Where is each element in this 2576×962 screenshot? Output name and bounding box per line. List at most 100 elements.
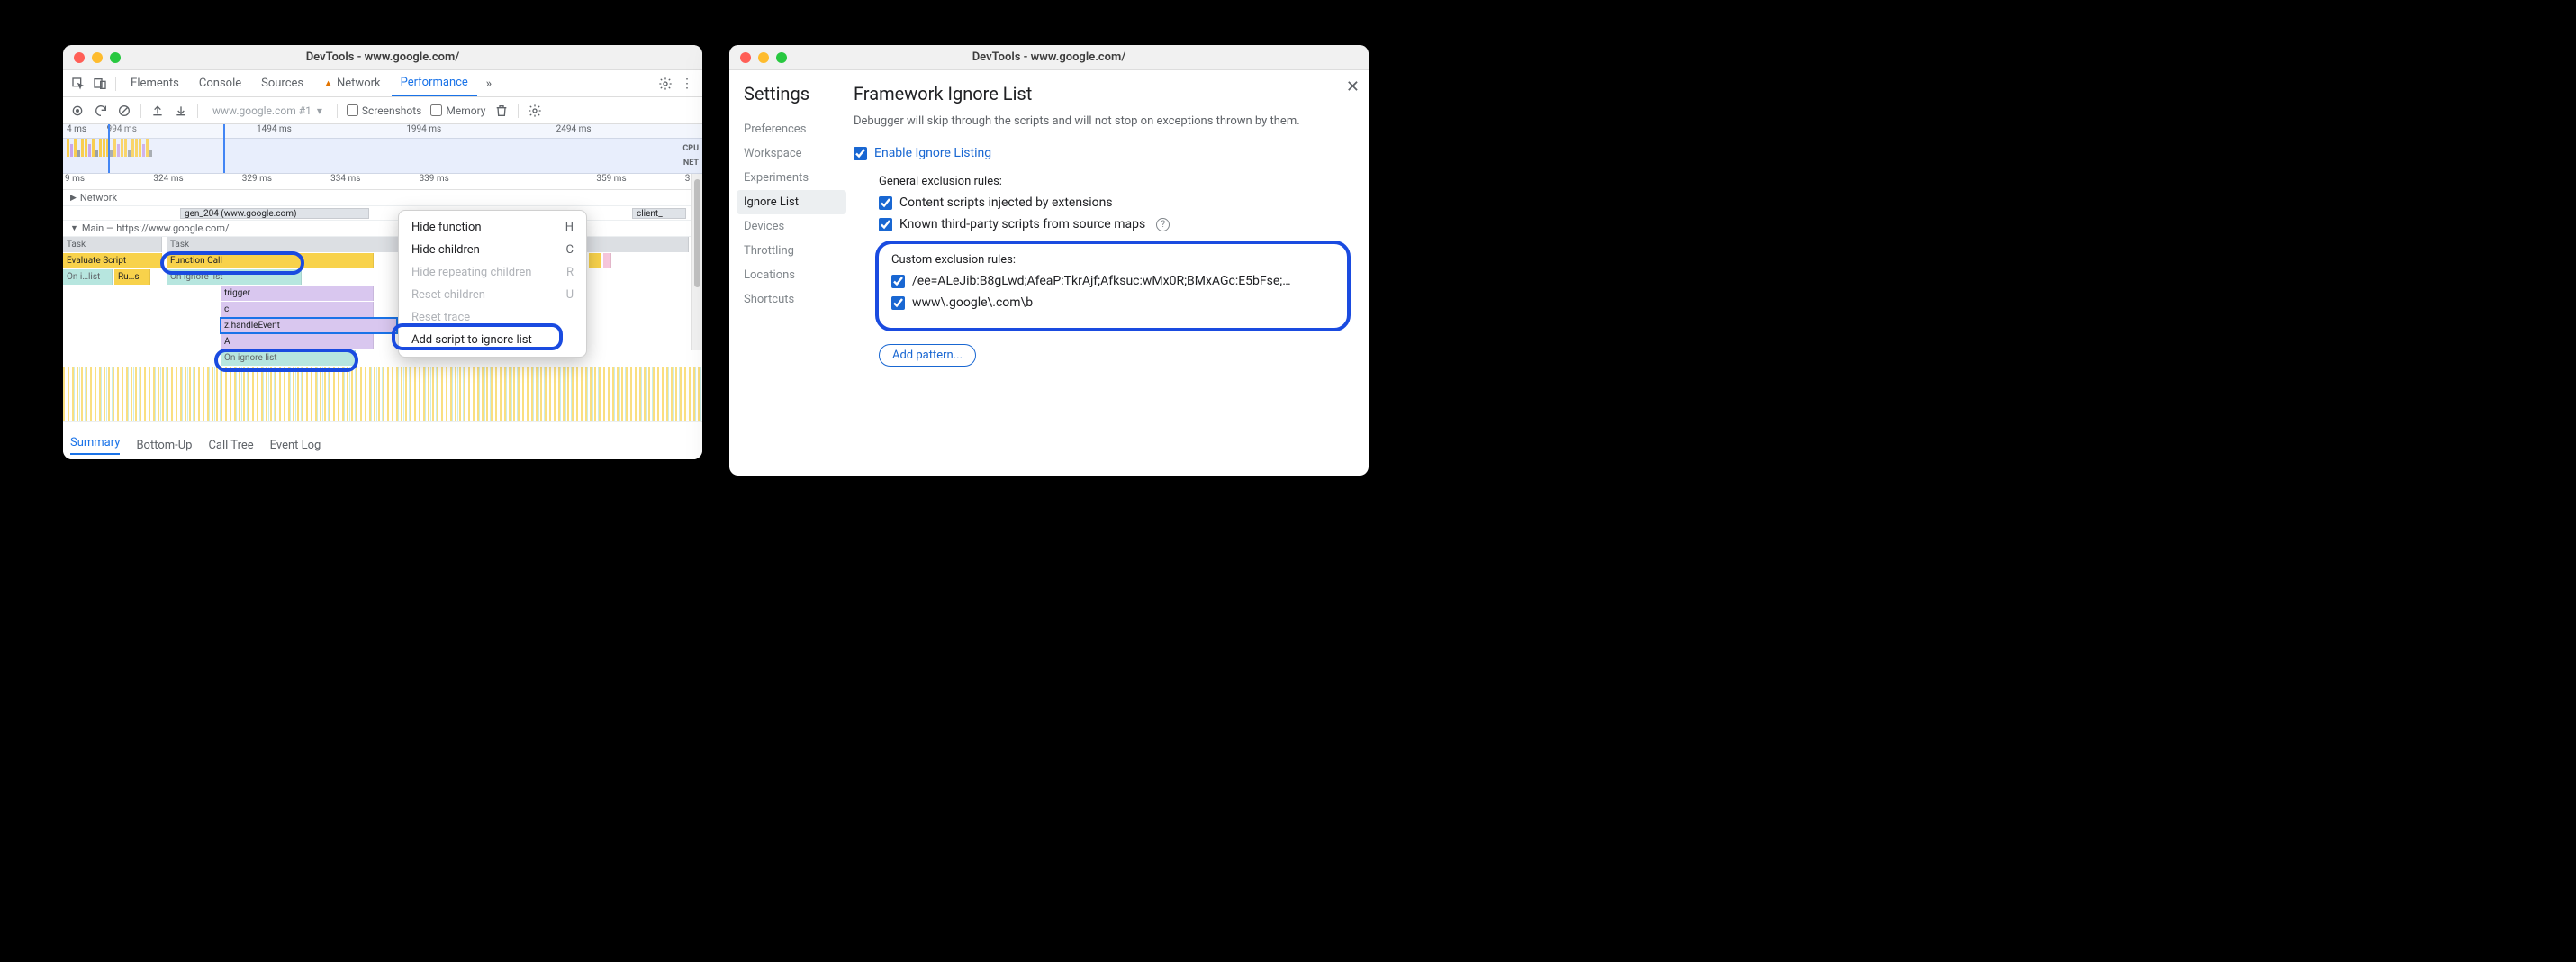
ctx-add-to-ignore-list[interactable]: Add script to ignore list	[399, 329, 586, 351]
sidebar-item-locations[interactable]: Locations	[737, 263, 846, 287]
ctx-hide-children[interactable]: Hide childrenC	[399, 239, 586, 261]
minimize-icon[interactable]	[92, 52, 103, 63]
window-title: DevTools - www.google.com/	[63, 50, 702, 64]
flame-function-call[interactable]: Function Call	[167, 253, 374, 268]
download-icon[interactable]	[174, 104, 188, 118]
flame-c[interactable]: c	[221, 302, 374, 317]
main-track-label: Main — https://www.google.com/	[82, 222, 230, 234]
tab-elements[interactable]: Elements	[122, 70, 188, 96]
settings-close-icon[interactable]: ✕	[1346, 77, 1360, 96]
help-icon[interactable]: ?	[1156, 218, 1170, 231]
profile-name: www.google.com #1	[212, 104, 312, 117]
devtools-window-performance: DevTools - www.google.com/ Elements Cons…	[63, 45, 702, 459]
screenshots-checkbox[interactable]: Screenshots	[347, 104, 421, 117]
ruler-tick: 4 ms	[63, 124, 104, 138]
tab-call-tree[interactable]: Call Tree	[208, 439, 253, 452]
upload-icon[interactable]	[150, 104, 165, 118]
network-track: gen_204 (www.google.com) client_	[63, 206, 702, 221]
flame-context-menu: Hide functionH Hide childrenC Hide repea…	[398, 210, 587, 358]
tab-bottom-up[interactable]: Bottom-Up	[136, 439, 192, 452]
network-request[interactable]: gen_204 (www.google.com)	[180, 208, 369, 219]
zoom-icon[interactable]	[776, 52, 787, 63]
close-icon[interactable]	[74, 52, 85, 63]
more-tabs-icon[interactable]: »	[479, 77, 499, 91]
main-flame-chart[interactable]: Task Task Evaluate Script Function Call …	[63, 237, 702, 422]
record-icon[interactable]	[70, 104, 85, 118]
add-pattern-button[interactable]: Add pattern...	[879, 344, 976, 367]
flame-block[interactable]	[603, 253, 611, 268]
main-track-header[interactable]: ▼Main — https://www.google.com/	[63, 221, 702, 237]
flame-on-ignore-list-lower[interactable]: On ignore list	[221, 350, 356, 366]
clear-icon[interactable]	[117, 104, 131, 118]
profile-selector[interactable]: www.google.com #1 ▾	[207, 104, 328, 117]
settings-heading: Settings	[744, 83, 846, 104]
kebab-icon[interactable]: ⋮	[677, 77, 697, 91]
ruler-tick: 329 ms	[240, 174, 329, 189]
reload-icon[interactable]	[94, 104, 108, 118]
flame-a[interactable]: A	[221, 334, 374, 349]
ruler-tick	[506, 174, 594, 189]
flame-evaluate-script[interactable]: Evaluate Script	[63, 253, 162, 268]
sidebar-item-throttling[interactable]: Throttling	[737, 239, 846, 263]
settings-body: Settings Preferences Workspace Experimen…	[729, 70, 1369, 476]
window-title: DevTools - www.google.com/	[729, 50, 1369, 64]
custom-rule-2[interactable]: www\.google\.com\b	[891, 295, 1334, 310]
custom-rule-1[interactable]: /ee=ALeJib:B8gLwd;AfeaP:TkrAjf;Afksuc:wM…	[891, 274, 1334, 288]
third-party-checkbox[interactable]: Known third-party scripts from source ma…	[879, 217, 1351, 231]
detail-ruler: 9 ms 324 ms 329 ms 334 ms 339 ms 359 ms …	[63, 174, 702, 190]
inspect-icon[interactable]	[68, 76, 88, 90]
flame-z-handle-event[interactable]: z.handleEvent	[221, 318, 397, 333]
gear-icon[interactable]	[655, 76, 675, 90]
capture-settings-gear-icon[interactable]	[528, 104, 542, 118]
ruler-tick: 2494 ms	[553, 124, 702, 138]
ctx-hide-function[interactable]: Hide functionH	[399, 216, 586, 239]
third-party-label: Known third-party scripts from source ma…	[899, 217, 1145, 231]
scrollbar[interactable]	[691, 174, 702, 350]
timeline-overview[interactable]: 4 ms 994 ms 1494 ms 1994 ms 2494 ms CPU …	[63, 124, 702, 174]
flame-block[interactable]	[589, 253, 601, 268]
zoom-icon[interactable]	[110, 52, 121, 63]
flame-task[interactable]: Task	[63, 237, 162, 252]
traffic-lights	[63, 52, 121, 63]
titlebar: DevTools - www.google.com/	[729, 45, 1369, 70]
net-label: NET	[683, 159, 699, 168]
sidebar-item-devices[interactable]: Devices	[737, 214, 846, 239]
minimize-icon[interactable]	[758, 52, 769, 63]
flame-detail-stripes	[63, 367, 702, 421]
content-scripts-checkbox[interactable]: Content scripts injected by extensions	[879, 195, 1351, 210]
sidebar-item-workspace[interactable]: Workspace	[737, 141, 846, 166]
sidebar-item-shortcuts[interactable]: Shortcuts	[737, 287, 846, 312]
tab-summary[interactable]: Summary	[70, 436, 120, 455]
sidebar-item-experiments[interactable]: Experiments	[737, 166, 846, 190]
overview-viewport[interactable]	[108, 124, 225, 173]
ctx-reset-trace: Reset trace	[399, 306, 586, 329]
tab-sources[interactable]: Sources	[252, 70, 312, 96]
custom-rule-2-text: www\.google\.com\b	[912, 295, 1033, 310]
separator	[115, 77, 116, 91]
tab-network[interactable]: Network	[314, 70, 390, 96]
sidebar-item-ignore-list[interactable]: Ignore List	[737, 190, 846, 214]
device-toggle-icon[interactable]	[90, 76, 110, 90]
sidebar-item-preferences[interactable]: Preferences	[737, 117, 846, 141]
flame-trigger[interactable]: trigger	[221, 286, 374, 301]
scrollbar-thumb[interactable]	[694, 179, 700, 287]
flame-on-ignore-list-short[interactable]: On i…list	[63, 269, 113, 285]
flame-on-ignore-list[interactable]: On ignore list	[167, 269, 302, 285]
devtools-window-settings: DevTools - www.google.com/ Settings Pref…	[729, 45, 1369, 476]
settings-page-title: Framework Ignore List	[854, 83, 1351, 104]
tab-event-log[interactable]: Event Log	[270, 439, 321, 452]
enable-ignore-listing-label: Enable Ignore Listing	[874, 146, 991, 160]
tab-console[interactable]: Console	[190, 70, 250, 96]
trash-icon[interactable]	[494, 104, 509, 118]
enable-ignore-listing-checkbox[interactable]: Enable Ignore Listing	[854, 146, 1351, 160]
settings-page-description: Debugger will skip through the scripts a…	[854, 113, 1351, 130]
network-request[interactable]: client_	[632, 208, 686, 219]
custom-rules-heading: Custom exclusion rules:	[891, 253, 1334, 267]
memory-checkbox[interactable]: Memory	[430, 104, 485, 117]
ruler-tick: 339 ms	[418, 174, 506, 189]
tab-performance[interactable]: Performance	[392, 70, 477, 96]
network-track-header[interactable]: ▶Network	[63, 190, 702, 206]
performance-toolbar: www.google.com #1 ▾ Screenshots Memory	[63, 97, 702, 124]
close-icon[interactable]	[740, 52, 751, 63]
flame-rus[interactable]: Ru…s	[114, 269, 150, 285]
